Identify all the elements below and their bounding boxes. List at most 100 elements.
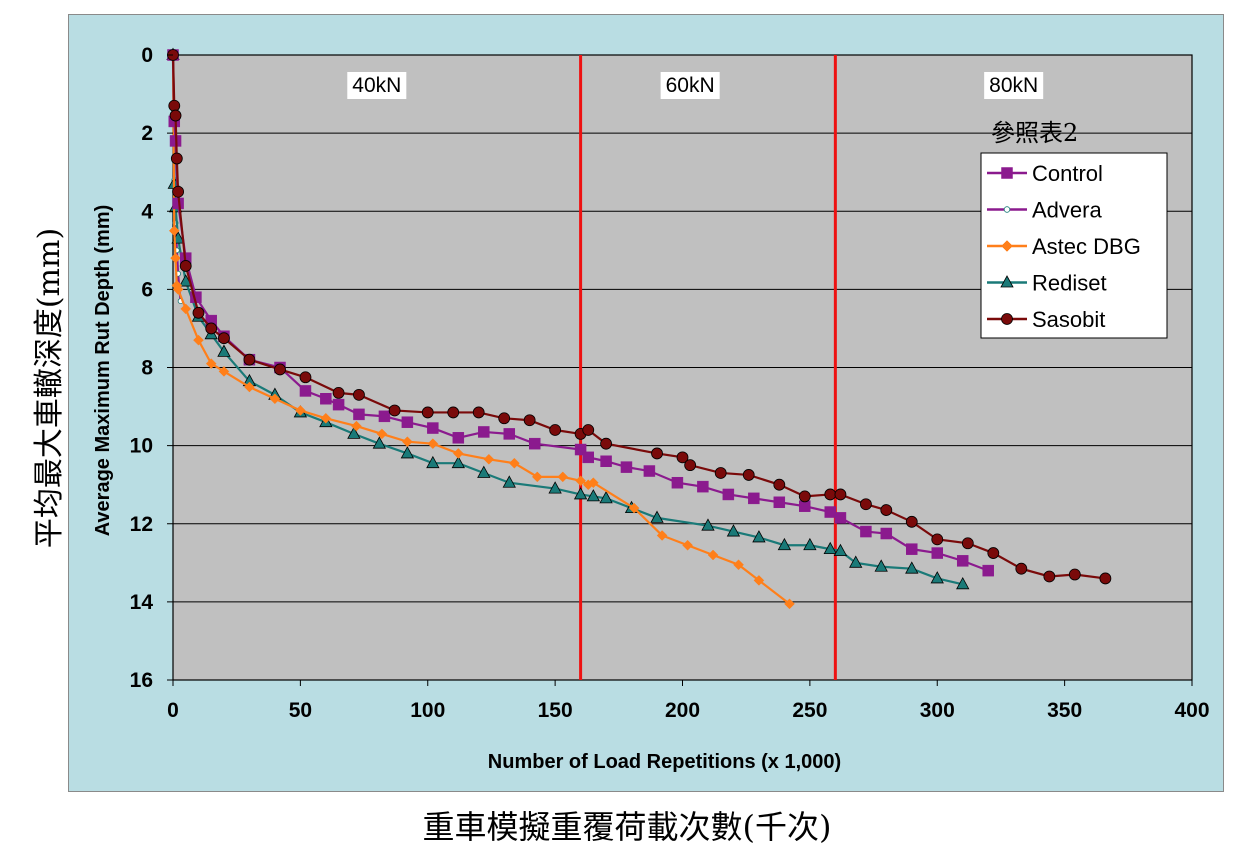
data-point-control xyxy=(574,443,587,456)
data-point-astec-dbg xyxy=(218,366,230,377)
data-point-astec-dbg xyxy=(320,412,332,424)
data-point-sasobit xyxy=(353,388,365,401)
data-point-control xyxy=(748,492,760,505)
x-tick-label: 200 xyxy=(665,699,700,722)
x-tick-label: 0 xyxy=(167,699,179,722)
data-point-sasobit xyxy=(880,504,893,516)
legend-item-astec-dbg: Astec DBG xyxy=(987,234,1141,259)
data-point-sasobit xyxy=(388,404,401,417)
data-point-sasobit xyxy=(1099,572,1112,585)
data-point-control xyxy=(880,527,893,540)
legend-label-control: Control xyxy=(1032,161,1103,186)
x-tick-label: 400 xyxy=(1174,699,1209,722)
data-point-rediset xyxy=(573,487,588,500)
data-point-astec-dbg xyxy=(351,420,362,432)
data-point-astec-dbg xyxy=(509,457,520,469)
data-point-rediset xyxy=(930,571,944,584)
data-point-rediset xyxy=(833,543,848,556)
data-point-rediset xyxy=(372,436,387,449)
data-point-sasobit xyxy=(1043,570,1056,583)
y-tick-label: 0 xyxy=(141,44,153,67)
x-axis-secondary-title: 重車模擬重覆荷載次數(千次) xyxy=(422,808,832,846)
data-point-astec-dbg xyxy=(557,471,569,483)
load-stage-label: 60kN xyxy=(666,74,715,97)
data-point-control xyxy=(860,525,872,538)
data-point-astec-dbg xyxy=(180,303,192,315)
data-point-rediset xyxy=(701,518,715,531)
data-point-rediset xyxy=(956,576,970,590)
data-point-control xyxy=(427,422,439,434)
data-point-astec-dbg xyxy=(575,475,586,487)
load-stage-label: 80kN xyxy=(989,74,1038,97)
data-point-control xyxy=(582,451,594,464)
data-point-sasobit xyxy=(714,467,727,479)
legend-item-sasobit: Sasobit xyxy=(987,307,1105,332)
data-point-rediset xyxy=(777,537,792,551)
legend-label-astec-dbg: Astec DBG xyxy=(1032,234,1141,259)
legend-marker-sasobit xyxy=(1001,313,1013,325)
data-point-control xyxy=(931,547,943,559)
data-point-sasobit xyxy=(651,447,663,460)
data-point-rediset xyxy=(849,555,863,568)
data-point-sasobit xyxy=(931,533,944,546)
legend-label-sasobit: Sasobit xyxy=(1032,307,1105,332)
series-layer xyxy=(166,47,1112,610)
data-point-astec-dbg xyxy=(656,530,668,541)
data-point-rediset xyxy=(502,475,516,488)
data-point-rediset xyxy=(400,446,415,459)
data-point-sasobit xyxy=(905,515,918,528)
legend-marker-rediset xyxy=(1000,275,1014,288)
data-point-astec-dbg xyxy=(193,334,204,346)
legend-label-rediset: Rediset xyxy=(1032,271,1107,296)
data-point-rediset xyxy=(217,344,231,357)
data-point-astec-dbg xyxy=(244,381,255,393)
y-tick-label: 6 xyxy=(141,278,153,301)
data-point-sasobit xyxy=(773,478,786,491)
x-axis-title: Number of Load Repetitions (x 1,000) xyxy=(488,751,841,773)
data-point-sasobit xyxy=(860,498,872,511)
data-point-sasobit xyxy=(834,488,847,501)
data-point-astec-dbg xyxy=(628,502,640,514)
data-point-sasobit xyxy=(170,152,183,165)
y-axis-title: Average Maximum Rut Depth (mm) xyxy=(92,205,114,537)
data-point-rediset xyxy=(599,491,613,504)
y-tick-label: 2 xyxy=(141,122,153,145)
data-point-control xyxy=(452,432,465,444)
data-point-control xyxy=(528,437,541,450)
load-stage-boundaries: 40kN 60kN 80kN xyxy=(347,55,1044,680)
data-point-sasobit xyxy=(1015,562,1028,575)
data-point-rediset xyxy=(905,561,919,574)
legend-marker-advera xyxy=(1003,206,1011,213)
data-point-astec-dbg xyxy=(452,448,464,459)
x-tick-label: 250 xyxy=(792,699,827,722)
y-tick-label: 12 xyxy=(130,513,153,536)
data-point-rediset xyxy=(426,455,440,469)
legend-title: 參照表2 xyxy=(991,119,1078,147)
data-point-sasobit xyxy=(600,437,612,450)
data-point-astec-dbg xyxy=(170,252,181,264)
chart-frame: 40kN 60kN 80kN 0 50 100 150 200 250 300 350 400 0 2 4… xyxy=(68,14,1224,792)
data-point-astec-dbg xyxy=(376,428,388,440)
data-point-control xyxy=(600,455,612,467)
x-tick-label: 300 xyxy=(920,699,955,722)
data-point-sasobit xyxy=(421,406,434,419)
data-point-sasobit xyxy=(987,547,1000,559)
y-tick-label: 16 xyxy=(130,669,153,692)
legend-marker-control xyxy=(1001,167,1013,179)
y-tick-label: 8 xyxy=(141,357,153,380)
data-point-rediset xyxy=(726,524,741,537)
data-point-control xyxy=(824,506,837,518)
data-point-astec-dbg xyxy=(205,358,217,369)
data-point-control xyxy=(503,428,516,440)
legend-item-control: Control xyxy=(987,161,1103,186)
data-point-control xyxy=(773,496,786,509)
legend-label-advera: Advera xyxy=(1032,198,1102,223)
data-point-control xyxy=(620,461,633,473)
data-point-control xyxy=(353,408,365,421)
legend: Control Advera Astec DBG Rediset Sasobit xyxy=(980,152,1168,339)
legend-item-rediset: Rediset xyxy=(987,271,1107,296)
load-stage-label-bg xyxy=(660,72,720,99)
data-point-control xyxy=(982,564,994,577)
data-point-control xyxy=(906,543,918,555)
data-point-sasobit xyxy=(498,412,511,425)
